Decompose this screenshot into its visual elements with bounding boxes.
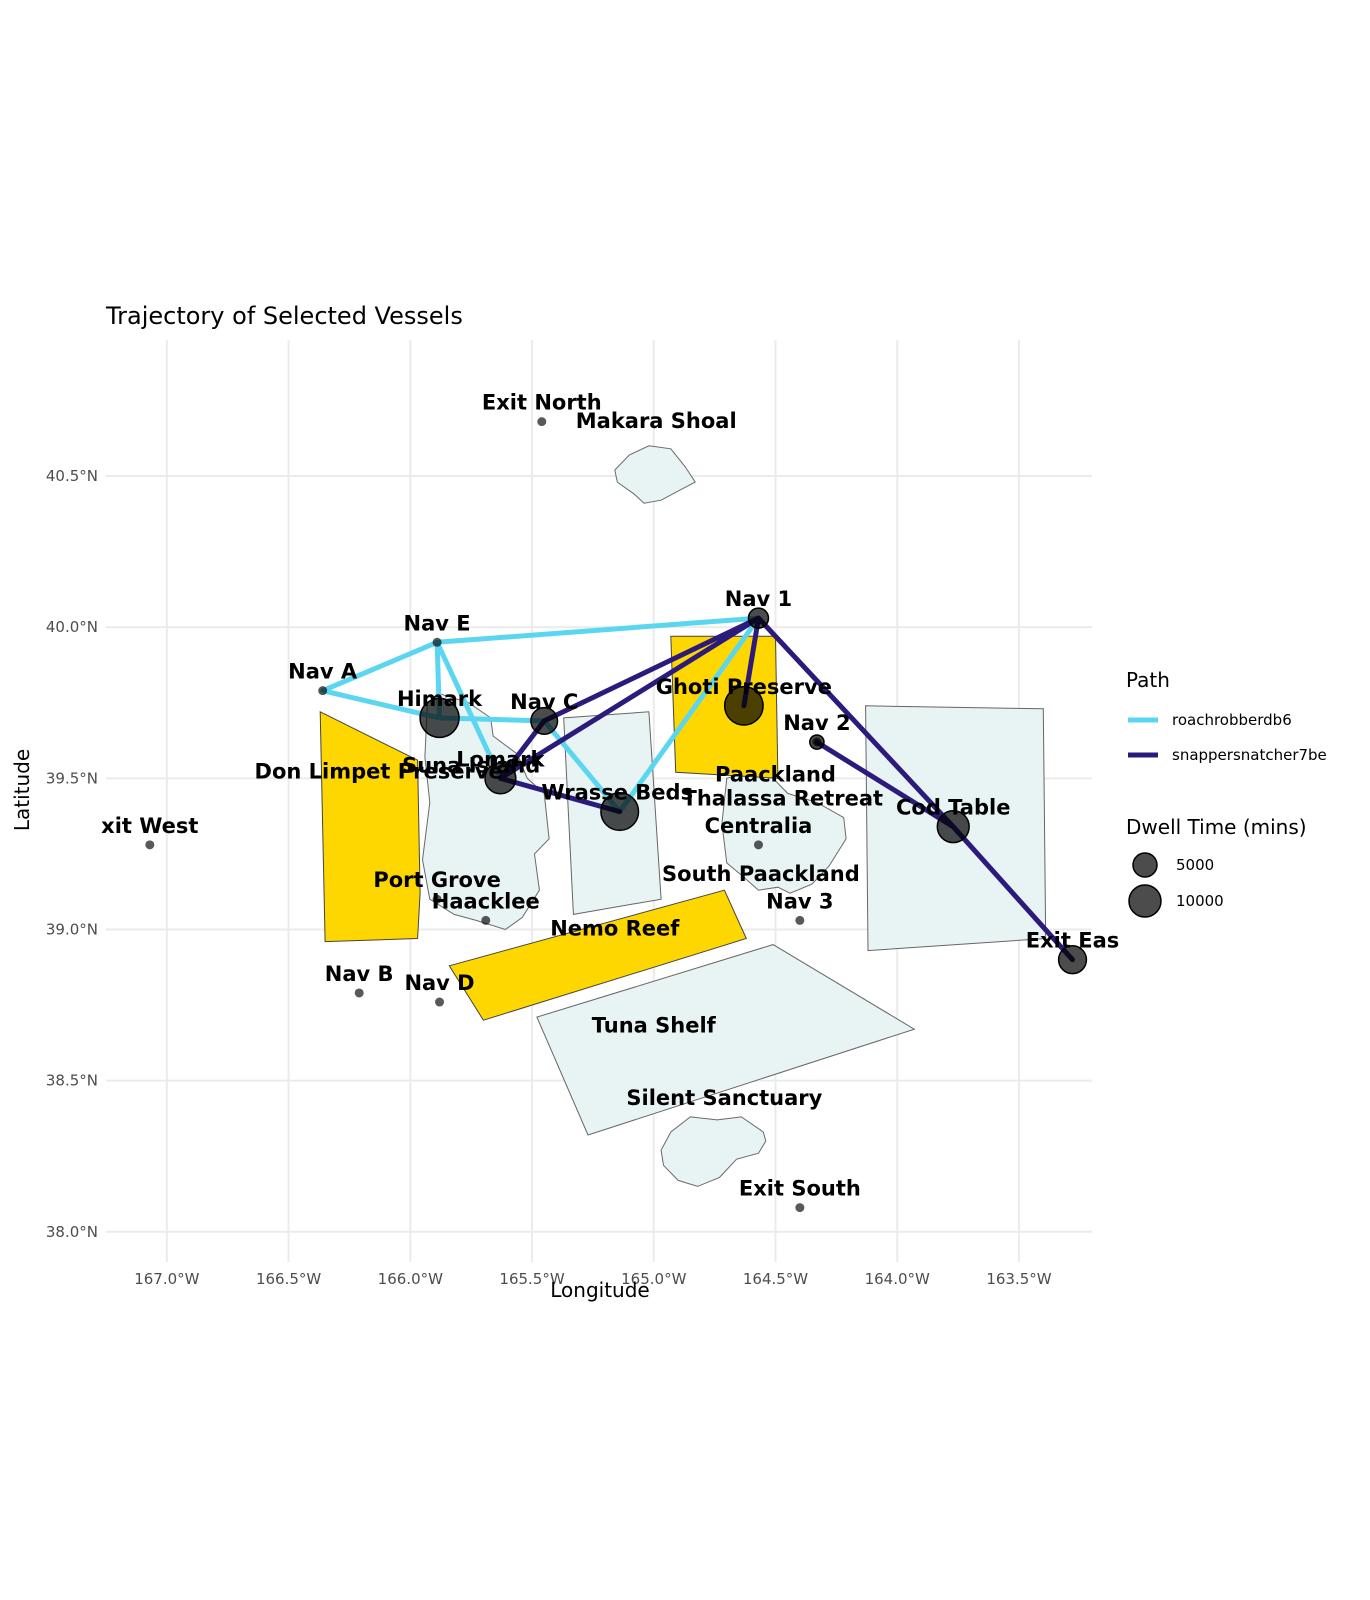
y-tick-label: 40.5°N xyxy=(46,467,98,485)
place-label-nav-2: Nav 2 xyxy=(783,711,850,735)
x-tick-label: 166.0°W xyxy=(378,1270,443,1288)
region-don-limpet-preserve xyxy=(319,710,421,943)
location-dot-nav-3 xyxy=(795,915,805,925)
place-label-don-limpet-preserve: Don Limpet Preserve xyxy=(255,759,503,783)
x-tick-label: 164.0°W xyxy=(865,1270,930,1288)
place-label-haacklee: Haacklee xyxy=(432,889,540,913)
dwell-circle xyxy=(484,762,517,795)
legend-label-snappersnatcher7be: snappersnatcher7be xyxy=(1172,746,1327,764)
place-label-lomark: Lomark xyxy=(456,747,545,771)
dwell-circle xyxy=(419,697,460,739)
place-label-paackland: Paackland xyxy=(715,762,836,786)
axis-layer: 167.0°W 166.5°W 166.0°W 165.5°W 165.0°W 164.5… xyxy=(46,467,1052,1288)
location-dot-xit-west xyxy=(145,840,155,850)
x-tick-label: 165.5°W xyxy=(499,1270,564,1288)
y-tick-label: 39.5°N xyxy=(46,769,98,787)
place-label-himark: Himark xyxy=(397,687,483,711)
y-tick-label: 38.5°N xyxy=(46,1072,98,1090)
place-label-exit-north: Exit North xyxy=(482,391,602,415)
dwell-circle xyxy=(747,607,770,629)
place-label-nav-c: Nav C xyxy=(510,690,578,714)
place-label-nav-a: Nav A xyxy=(288,660,358,684)
dwell-circle xyxy=(600,792,640,832)
place-label-nav-e: Nav E xyxy=(404,611,471,635)
place-label-centralia: Centralia xyxy=(705,814,813,838)
place-label-makara-shoal: Makara Shoal xyxy=(576,409,737,433)
location-dot-exit-north xyxy=(537,417,547,427)
region-tuna-shelf xyxy=(536,944,916,1136)
y-tick-label: 38.0°N xyxy=(46,1223,98,1241)
location-dot-nav-a xyxy=(318,686,328,696)
legend-label-roachrobberdb6: roachrobberdb6 xyxy=(1172,711,1292,729)
island-makara-shoal xyxy=(614,445,696,504)
legend: Path roachrobberdb6 snappersnatcher7be D… xyxy=(1126,668,1327,918)
place-label-nav-3: Nav 3 xyxy=(766,889,833,913)
location-dot-nav-b xyxy=(354,988,364,998)
dwell-circle xyxy=(809,734,825,750)
place-label-port-grove: Port Grove xyxy=(373,868,500,892)
location-dot-nav-e xyxy=(432,637,442,647)
place-label-south-paackland: South Paackland xyxy=(662,862,860,886)
dwell-circle xyxy=(936,810,970,844)
place-label-nemo-reef: Nemo Reef xyxy=(550,917,680,941)
place-label-nav-b: Nav B xyxy=(325,962,394,986)
place-label-suna-island: Suna Island xyxy=(402,753,540,777)
dwell-circle xyxy=(1057,945,1088,975)
legend-dwell-label-10000: 10000 xyxy=(1176,892,1224,910)
location-dot-nav-d xyxy=(435,997,445,1007)
location-dot-port-grove xyxy=(432,894,442,904)
legend-path-title: Path xyxy=(1126,668,1170,692)
x-tick-label: 166.5°W xyxy=(256,1270,321,1288)
location-dot-centralia xyxy=(753,840,763,850)
x-tick-label: 164.5°W xyxy=(743,1270,808,1288)
location-dot-haacklee xyxy=(481,915,491,925)
place-label-cod-table: Cod Table xyxy=(896,796,1010,820)
y-tick-label: 40.0°N xyxy=(46,618,98,636)
x-tick-label: 163.5°W xyxy=(986,1270,1051,1288)
dwell-circle xyxy=(530,706,559,735)
island-silent-sanctuary xyxy=(660,1116,767,1187)
place-label-exit-south: Exit South xyxy=(739,1177,861,1201)
x-tick-label: 167.0°W xyxy=(134,1270,199,1288)
place-label-nav-d: Nav D xyxy=(404,971,474,995)
place-label-exit-eas: Exit Eas xyxy=(1026,929,1119,953)
legend-dwell-circle-5000 xyxy=(1132,852,1158,878)
plot-title: Trajectory of Selected Vessels xyxy=(105,302,463,330)
region-nemo-reef xyxy=(448,889,747,1021)
legend-dwell-label-5000: 5000 xyxy=(1176,856,1214,874)
place-label-nav-1: Nav 1 xyxy=(725,587,792,611)
y-tick-label: 39.0°N xyxy=(46,920,98,938)
place-label-xit-west: xit West xyxy=(101,814,198,838)
legend-dwell-circle-10000 xyxy=(1128,884,1162,918)
dwell-circle xyxy=(723,685,764,726)
island-paackland xyxy=(721,771,847,894)
place-label-thalassa-retreat: Thalassa Retreat xyxy=(683,787,884,811)
legend-dwell-title: Dwell Time (mins) xyxy=(1126,815,1307,839)
x-tick-label: 165.0°W xyxy=(621,1270,686,1288)
place-label-tuna-shelf: Tuna Shelf xyxy=(592,1013,717,1037)
place-label-ghoti-preserve: Ghoti Preserve xyxy=(656,675,832,699)
x-axis-title: Longitude xyxy=(550,1278,649,1302)
dwell-circles xyxy=(419,607,1088,975)
place-label-silent-sanctuary: Silent Sanctuary xyxy=(626,1086,822,1110)
place-label-wrasse-beds: Wrasse Beds xyxy=(541,781,693,805)
y-axis-title: Latitude xyxy=(10,749,34,831)
location-dot-exit-south xyxy=(795,1203,805,1213)
